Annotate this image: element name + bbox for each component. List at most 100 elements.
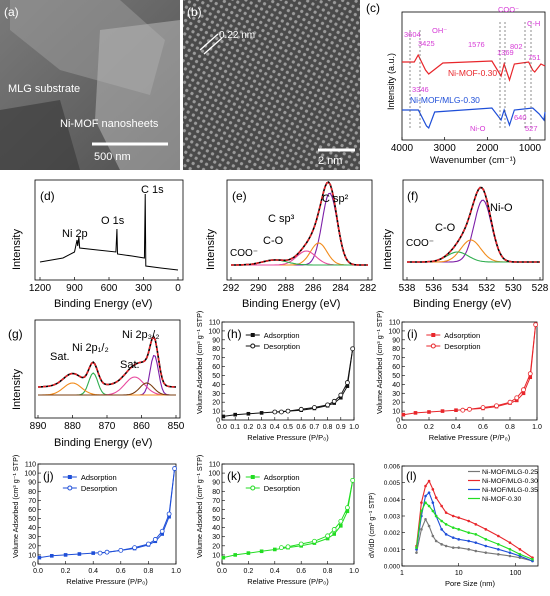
psd-point-0	[440, 543, 443, 546]
annot-ni2p12: Ni 2p₁/₂	[72, 342, 109, 354]
ytick-label-h: 50	[212, 373, 220, 380]
f-tick-label: 530	[505, 283, 522, 294]
fringe-line-1	[199, 33, 219, 51]
ytick-label-k: 90	[212, 480, 220, 487]
legend-marker-ads-j	[67, 475, 72, 479]
xlabel-l: Pore Size (nm)	[445, 579, 496, 588]
desorption-point-k	[278, 545, 284, 551]
adsorption-point-i	[521, 391, 526, 396]
desorption-point-k	[285, 544, 291, 550]
desorption-point-i	[521, 387, 526, 393]
xlabel-c: Wavenumber (cm⁻¹)	[430, 155, 516, 166]
psd-point-3	[415, 546, 418, 549]
adsorption-point-k	[221, 555, 226, 560]
desorption-point-h	[344, 380, 350, 385]
ytick-label-h: 30	[212, 391, 220, 398]
desorption-point-h	[311, 405, 317, 410]
xticks-d: 1200 900 600 300 0	[29, 277, 181, 294]
xlabel-i: Relative Pressure (P/P₀)	[429, 433, 511, 442]
xtick-label-i: 1.0	[532, 424, 542, 431]
panel-a: (a) MLG substrate Ni-MOF nanosheets 500 …	[0, 0, 180, 170]
legend-desorption-h: Desorption	[264, 342, 300, 351]
legend-marker-ads-k	[250, 475, 255, 479]
d-tick-label: 0	[175, 283, 181, 294]
fit-g	[37, 334, 177, 388]
panel-e: (e) Intensity Binding Energy (eV) 292 290…	[205, 179, 377, 310]
xtick-label-h: 0.3	[257, 424, 267, 431]
legend-l-2: Ni-MOF/MLG-0.35	[482, 487, 538, 494]
panel-d: (d) Intensity Binding Energy (eV) 1200 90…	[11, 179, 184, 310]
psd-point-1	[497, 534, 500, 538]
peak-802: 802	[510, 42, 523, 51]
ytick-label-h: 110	[209, 320, 220, 327]
panel-h: 0.0 0.1 0.2 0.3 0.4 0.5 0.6 0.7 0.8 0.9 1.0 0 10 20 30…	[195, 311, 359, 442]
g-tick-label: 850	[168, 421, 185, 432]
psd-point-2	[451, 536, 455, 539]
ytick-label-h: 70	[212, 355, 220, 362]
adsorption-point-j	[37, 555, 42, 560]
adsorption-point-k	[233, 553, 237, 557]
adsorption-point-i	[440, 409, 445, 413]
desorption-point-k	[338, 518, 344, 524]
adsorption-point-i	[413, 411, 418, 415]
nanosheet-region	[95, 20, 180, 170]
adsorption-point-k	[332, 532, 336, 536]
lattice-texture	[183, 0, 360, 170]
legend-desorption-i: Desorption	[444, 342, 480, 351]
ytick-label-j: 0	[32, 562, 36, 569]
c-tick-label: 4000	[391, 143, 414, 154]
panel-b: (b) 0.22 nm 2 nm	[183, 0, 360, 170]
annot-ni2p32: Ni 2p₃/₂	[122, 329, 160, 341]
desorption-point-h	[331, 398, 337, 404]
adsorption-point-j	[63, 553, 68, 557]
adsorption-point-i	[401, 412, 406, 417]
desorption-point-i	[467, 406, 472, 412]
psd-point-0	[474, 549, 478, 553]
adsorption-point-k	[259, 549, 264, 554]
ylabel-g: Intensity	[11, 369, 23, 410]
peak-3425: 3425	[418, 39, 435, 48]
ytick-label-i: 60	[392, 364, 400, 371]
adsorption-point-k	[246, 551, 251, 555]
peak-ch: C-H	[527, 19, 540, 28]
psd-point-0	[508, 554, 512, 558]
adsorption-point-h	[339, 395, 343, 400]
fit-component-f	[407, 199, 540, 263]
ytick-label-k: 110	[209, 462, 220, 469]
panel-label-e: (e)	[232, 189, 247, 203]
xtick-label-j: 0.4	[88, 568, 98, 575]
ytick-label-l: 0.005	[384, 480, 401, 487]
psd-point-2	[427, 491, 431, 494]
peak-3346: 3346	[412, 85, 429, 94]
desorption-point-j	[172, 466, 178, 471]
desorption-point-i	[480, 405, 486, 410]
xtick-label-h: 0.9	[336, 424, 346, 431]
fit-curves-f	[407, 186, 540, 263]
desorption-point-k	[325, 533, 331, 539]
f-tick-label: 536	[425, 283, 442, 294]
ytick-label-h: 40	[212, 382, 220, 389]
xtick-label-h: 0.1	[230, 424, 240, 431]
psd-point-0	[424, 518, 427, 521]
psd-point-2	[431, 501, 435, 504]
psd-point-2	[444, 533, 448, 536]
ytick-label-i: 70	[392, 355, 400, 362]
desorption-point-i	[507, 399, 513, 405]
legend-c-blue: Ni-MOF/MLG-0.30	[410, 95, 480, 105]
legend-l-1: Ni-MOF/MLG-0.30	[482, 478, 538, 485]
desorption-point-k	[331, 527, 337, 532]
xlabel-f: Binding Energy (eV)	[413, 298, 511, 310]
psd-point-2	[440, 528, 443, 531]
panel-i: 0.0 0.2 0.4 0.6 0.8 1.0 0 10 20 30 40 50 60 70 80 90 100…	[375, 311, 542, 442]
psd-point-3	[431, 509, 435, 513]
ytick-label-i: 0	[396, 418, 400, 425]
ytick-label-h: 0	[216, 418, 220, 425]
desorption-point-i	[533, 322, 539, 328]
xtick-label-k: 0.8	[323, 568, 333, 575]
psd-point-0	[427, 524, 431, 528]
ylabel-i: Volume Adsorbed (cm³ g⁻¹ STP)	[375, 311, 384, 414]
xtick-label-j: 0.2	[61, 568, 71, 575]
desorption-point-j	[166, 511, 172, 517]
legend-marker-des-j	[67, 485, 73, 491]
